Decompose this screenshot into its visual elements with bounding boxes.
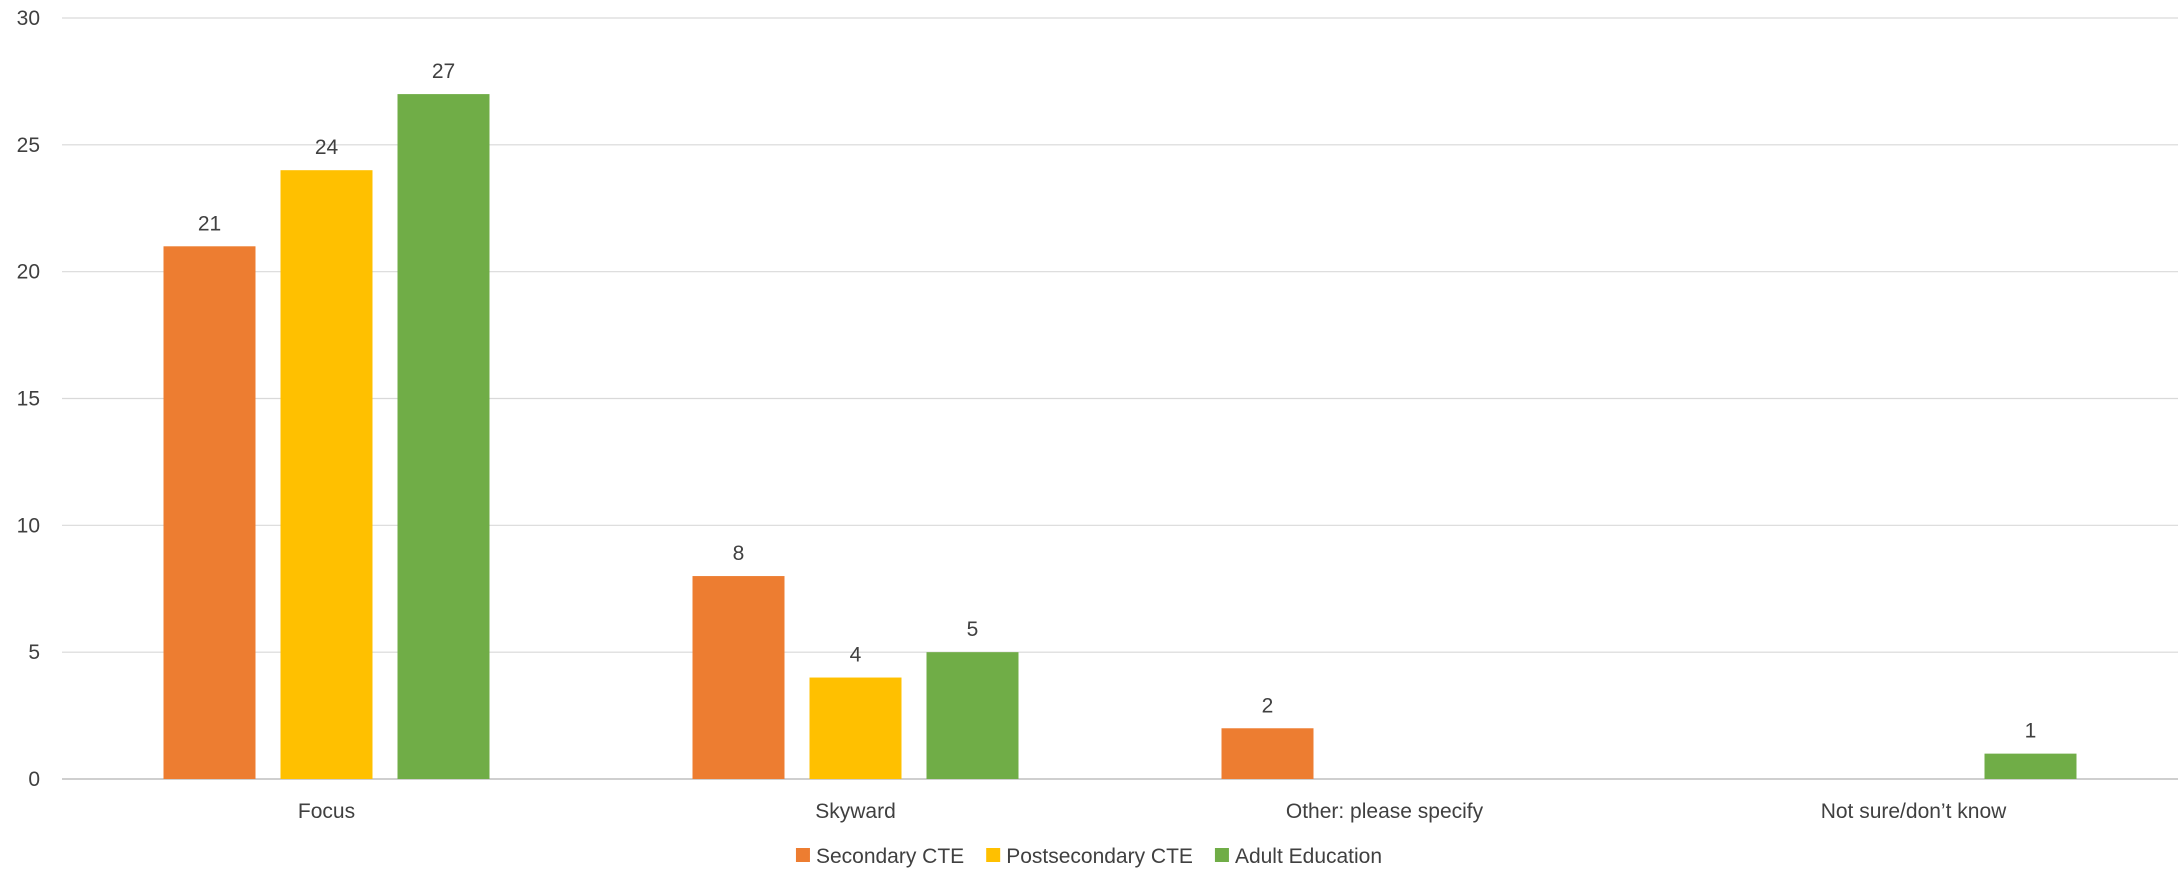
data-label: 4 <box>850 644 862 667</box>
bar <box>280 170 373 779</box>
legend-item: Postsecondary CTE <box>986 845 1193 868</box>
legend-label: Secondary CTE <box>816 845 964 868</box>
data-label: 2 <box>1262 694 1274 717</box>
legend-item: Secondary CTE <box>795 845 964 868</box>
x-axis-tick-labels: Focus Skyward Other: please specify Not sur… <box>298 800 2007 823</box>
y-tick-label: 20 <box>17 261 40 284</box>
data-label: 24 <box>315 136 339 159</box>
x-tick-label: Skyward <box>815 800 896 823</box>
bar <box>926 652 1019 779</box>
x-tick-label: Focus <box>298 800 355 823</box>
legend-swatch <box>986 848 1001 862</box>
data-label: 27 <box>432 60 455 83</box>
legend-item: Adult Education <box>1214 845 1382 868</box>
legend-label: Adult Education <box>1235 845 1382 868</box>
x-tick-label: Other: please specify <box>1286 800 1484 823</box>
x-tick-label: Not sure/don’t know <box>1821 800 2007 823</box>
bar <box>809 677 902 779</box>
bars <box>163 94 2077 780</box>
bar <box>1984 753 2077 779</box>
y-tick-label: 10 <box>17 514 40 537</box>
y-tick-label: 0 <box>28 768 40 791</box>
bar <box>163 246 256 780</box>
data-label: 21 <box>198 212 221 235</box>
y-axis-tick-labels: 0 5 10 15 20 25 30 <box>17 7 40 791</box>
data-label: 5 <box>967 618 979 641</box>
bar <box>1221 728 1314 779</box>
bar <box>397 94 490 780</box>
legend-swatch <box>1214 848 1229 862</box>
legend-swatch <box>795 848 810 862</box>
y-tick-label: 25 <box>17 134 40 157</box>
data-label: 8 <box>733 542 745 565</box>
gridlines <box>62 17 2178 780</box>
y-tick-label: 15 <box>17 388 40 411</box>
y-tick-label: 5 <box>28 641 40 664</box>
y-tick-label: 30 <box>17 7 40 30</box>
data-label: 1 <box>2025 720 2037 743</box>
legend: Secondary CTE Postsecondary CTE Adult Educ… <box>795 845 1382 868</box>
legend-label: Postsecondary CTE <box>1006 845 1193 868</box>
bar <box>692 576 785 779</box>
